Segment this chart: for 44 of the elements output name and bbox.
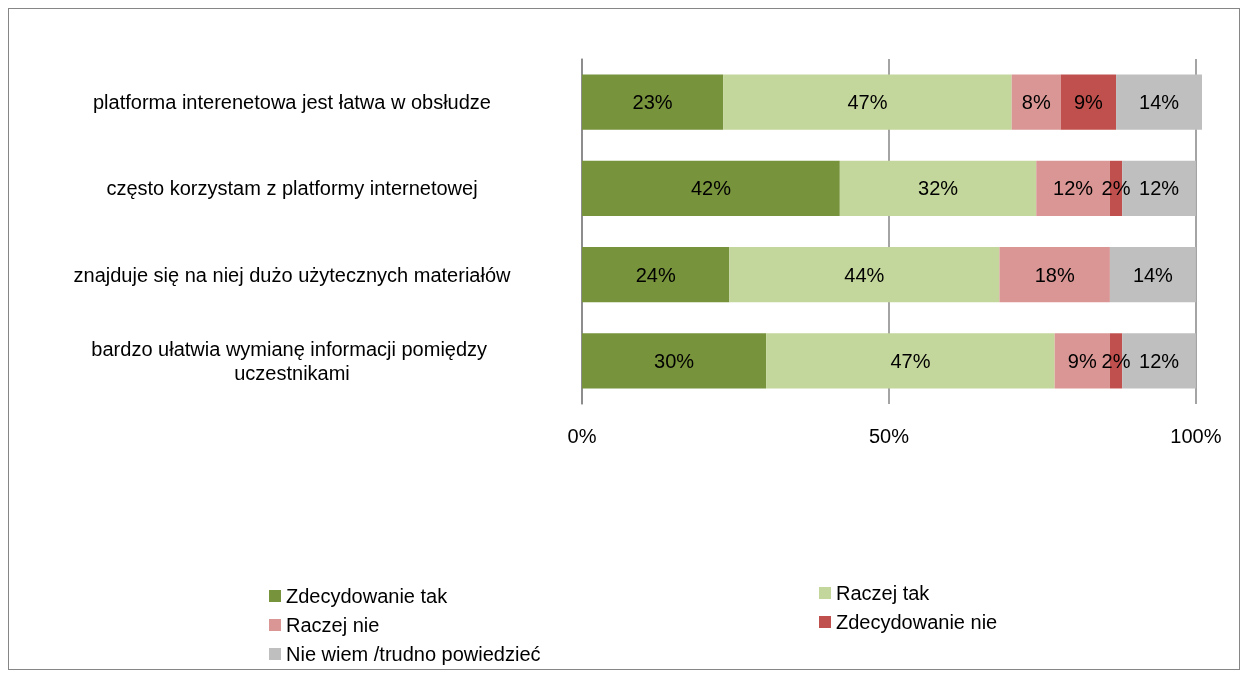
y-tick-label: platforma interenetowa jest łatwa w obsłudze bbox=[93, 91, 491, 114]
legend-label: Raczej tak bbox=[836, 582, 931, 604]
data-label: 23% bbox=[632, 91, 673, 114]
data-label: 8% bbox=[1021, 91, 1051, 114]
bar bbox=[1011, 74, 1061, 130]
data-label: 42% bbox=[690, 177, 732, 200]
bar bbox=[582, 74, 724, 130]
data-label: 2% bbox=[1101, 177, 1131, 200]
x-tick-label: 50% bbox=[868, 425, 910, 447]
bar bbox=[999, 247, 1110, 303]
data-label: 44% bbox=[844, 263, 885, 286]
y-tick-label: bardzo ułatwia wymianę informacji pomiędzy uczestnikami bbox=[91, 337, 493, 384]
data-label: 12% bbox=[1053, 177, 1094, 200]
x-tick-label: 0% bbox=[567, 425, 597, 447]
bar bbox=[582, 160, 840, 216]
data-label: 30% bbox=[654, 349, 695, 372]
bar bbox=[582, 247, 730, 303]
bar bbox=[729, 247, 1000, 303]
bar bbox=[1116, 74, 1202, 130]
data-label: 2% bbox=[1101, 349, 1131, 372]
data-label: 12% bbox=[1139, 177, 1180, 200]
bar bbox=[582, 333, 767, 389]
data-label: 9% bbox=[1073, 91, 1104, 114]
legend-label: Nie wiem /trudno powiedzieć bbox=[286, 643, 541, 665]
data-label: 24% bbox=[635, 263, 676, 286]
data-label: 14% bbox=[1132, 263, 1174, 286]
legend-label: Zdecydowanie tak bbox=[286, 585, 449, 607]
data-label: 18% bbox=[1034, 263, 1075, 286]
legend-label: Raczej nie bbox=[286, 614, 380, 636]
legend-label: Zdecydowanie nie bbox=[836, 611, 998, 633]
data-label: 14% bbox=[1139, 91, 1180, 114]
data-label: 47% bbox=[847, 91, 888, 114]
y-tick-label: znajduje się na niej dużo użytecznych materiałów bbox=[73, 263, 512, 286]
y-tick-label: często korzystam z platformy internetowej bbox=[106, 177, 478, 200]
bar bbox=[1060, 74, 1117, 130]
x-tick-label: 100% bbox=[1170, 425, 1222, 447]
bar bbox=[1109, 247, 1196, 303]
data-label: 32% bbox=[918, 177, 959, 200]
bar bbox=[766, 333, 1055, 389]
data-label: 12% bbox=[1139, 349, 1180, 372]
bar bbox=[839, 160, 1037, 216]
data-label: 9% bbox=[1067, 349, 1097, 372]
data-label: 47% bbox=[890, 349, 931, 372]
bar bbox=[723, 74, 1012, 130]
